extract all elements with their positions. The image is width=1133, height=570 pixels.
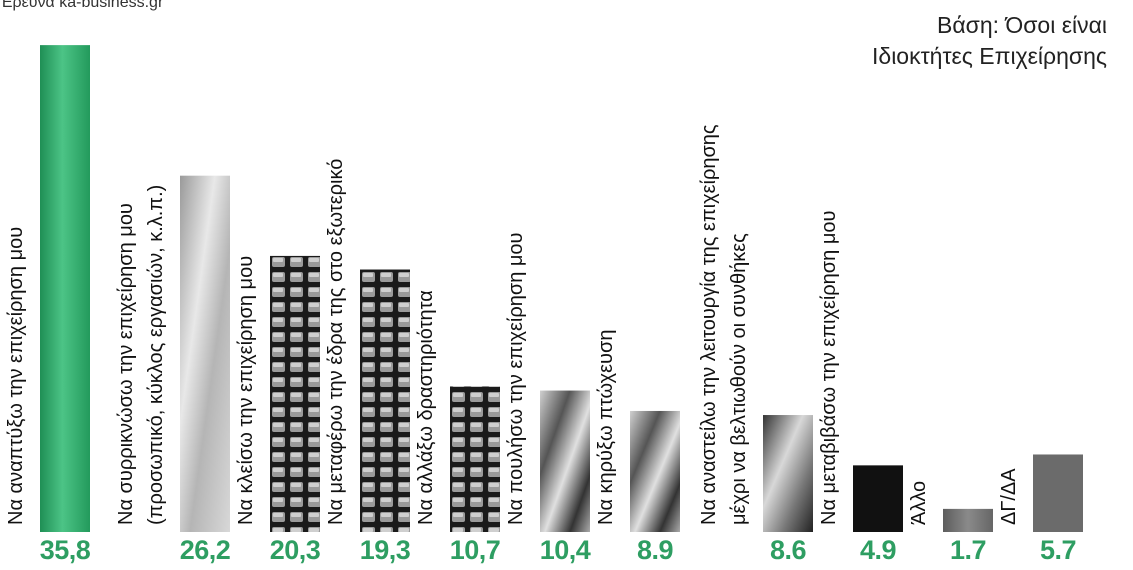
bar-11 [1033, 454, 1083, 532]
base-note-line-2: Ιδιοκτήτες Επιχείρησης [872, 43, 1107, 69]
bar-6 [540, 390, 590, 532]
category-label-5-line-1: Να αλλάξω δραστηριότητα [415, 290, 437, 525]
value-label-10: 1.7 [949, 535, 987, 565]
category-label-6-line-1: Να πουλήσω την επιχείρηση μου [505, 232, 527, 525]
bar-3 [270, 255, 320, 533]
category-label-2-line-1: Να συρρικνώσω την επιχείρηση μου [115, 203, 137, 525]
bar-2 [180, 175, 230, 532]
category-label-8-line-1: Να αναστείλω την λειτουργία της επιχείρη… [698, 124, 720, 525]
bar-5 [450, 386, 500, 532]
value-label-1: 35,8 [39, 535, 91, 565]
category-label-8-line-2: μέχρι να βελτιωθούν οι συνθήκες [728, 233, 750, 525]
bar-4 [360, 269, 410, 532]
category-label-2-line-2: (προσωπικό, κύκλος εργασιών, κ.λ.π.) [145, 184, 167, 525]
category-label-9-line-1: Να μεταβιβάσω την επιχείρηση μου [818, 210, 840, 525]
bar-7 [630, 410, 680, 532]
category-label-3-line-1: Να κλείσω την επιχείρηση μου [235, 255, 257, 525]
value-label-3: 20,3 [269, 535, 321, 565]
value-label-9: 4.9 [859, 535, 897, 565]
source-note: Έρευνα ka-business.gr [0, 0, 164, 11]
bar-1 [40, 45, 90, 533]
base-note-line-1: Βάση: Όσοι είναι [937, 12, 1107, 38]
bar-9 [853, 465, 903, 532]
bar-10 [943, 508, 993, 532]
category-label-11-line-1: ΔΓ/ΔΑ [998, 468, 1020, 525]
value-label-6: 10,4 [539, 535, 591, 565]
value-label-4: 19,3 [359, 535, 411, 565]
category-label-4-line-1: Να μεταφέρω την έδρα της στο εξωτερικό [325, 158, 347, 525]
category-label-7-line-1: Να κηρύξω πτώχευση [595, 329, 617, 525]
category-label-1-line-1: Να αναπτύξω την επιχείρηση μου [5, 226, 27, 525]
bar-8 [763, 415, 813, 532]
value-label-7: 8.9 [636, 535, 674, 565]
base-note: Βάση: Όσοι είναι Ιδιοκτήτες Επιχείρησης [872, 10, 1107, 72]
value-label-11: 5.7 [1039, 535, 1077, 565]
value-label-5: 10,7 [449, 535, 501, 565]
value-label-8: 8.6 [769, 535, 807, 565]
category-label-10-line-1: Άλλο [908, 480, 930, 525]
value-label-2: 26,2 [179, 535, 231, 565]
